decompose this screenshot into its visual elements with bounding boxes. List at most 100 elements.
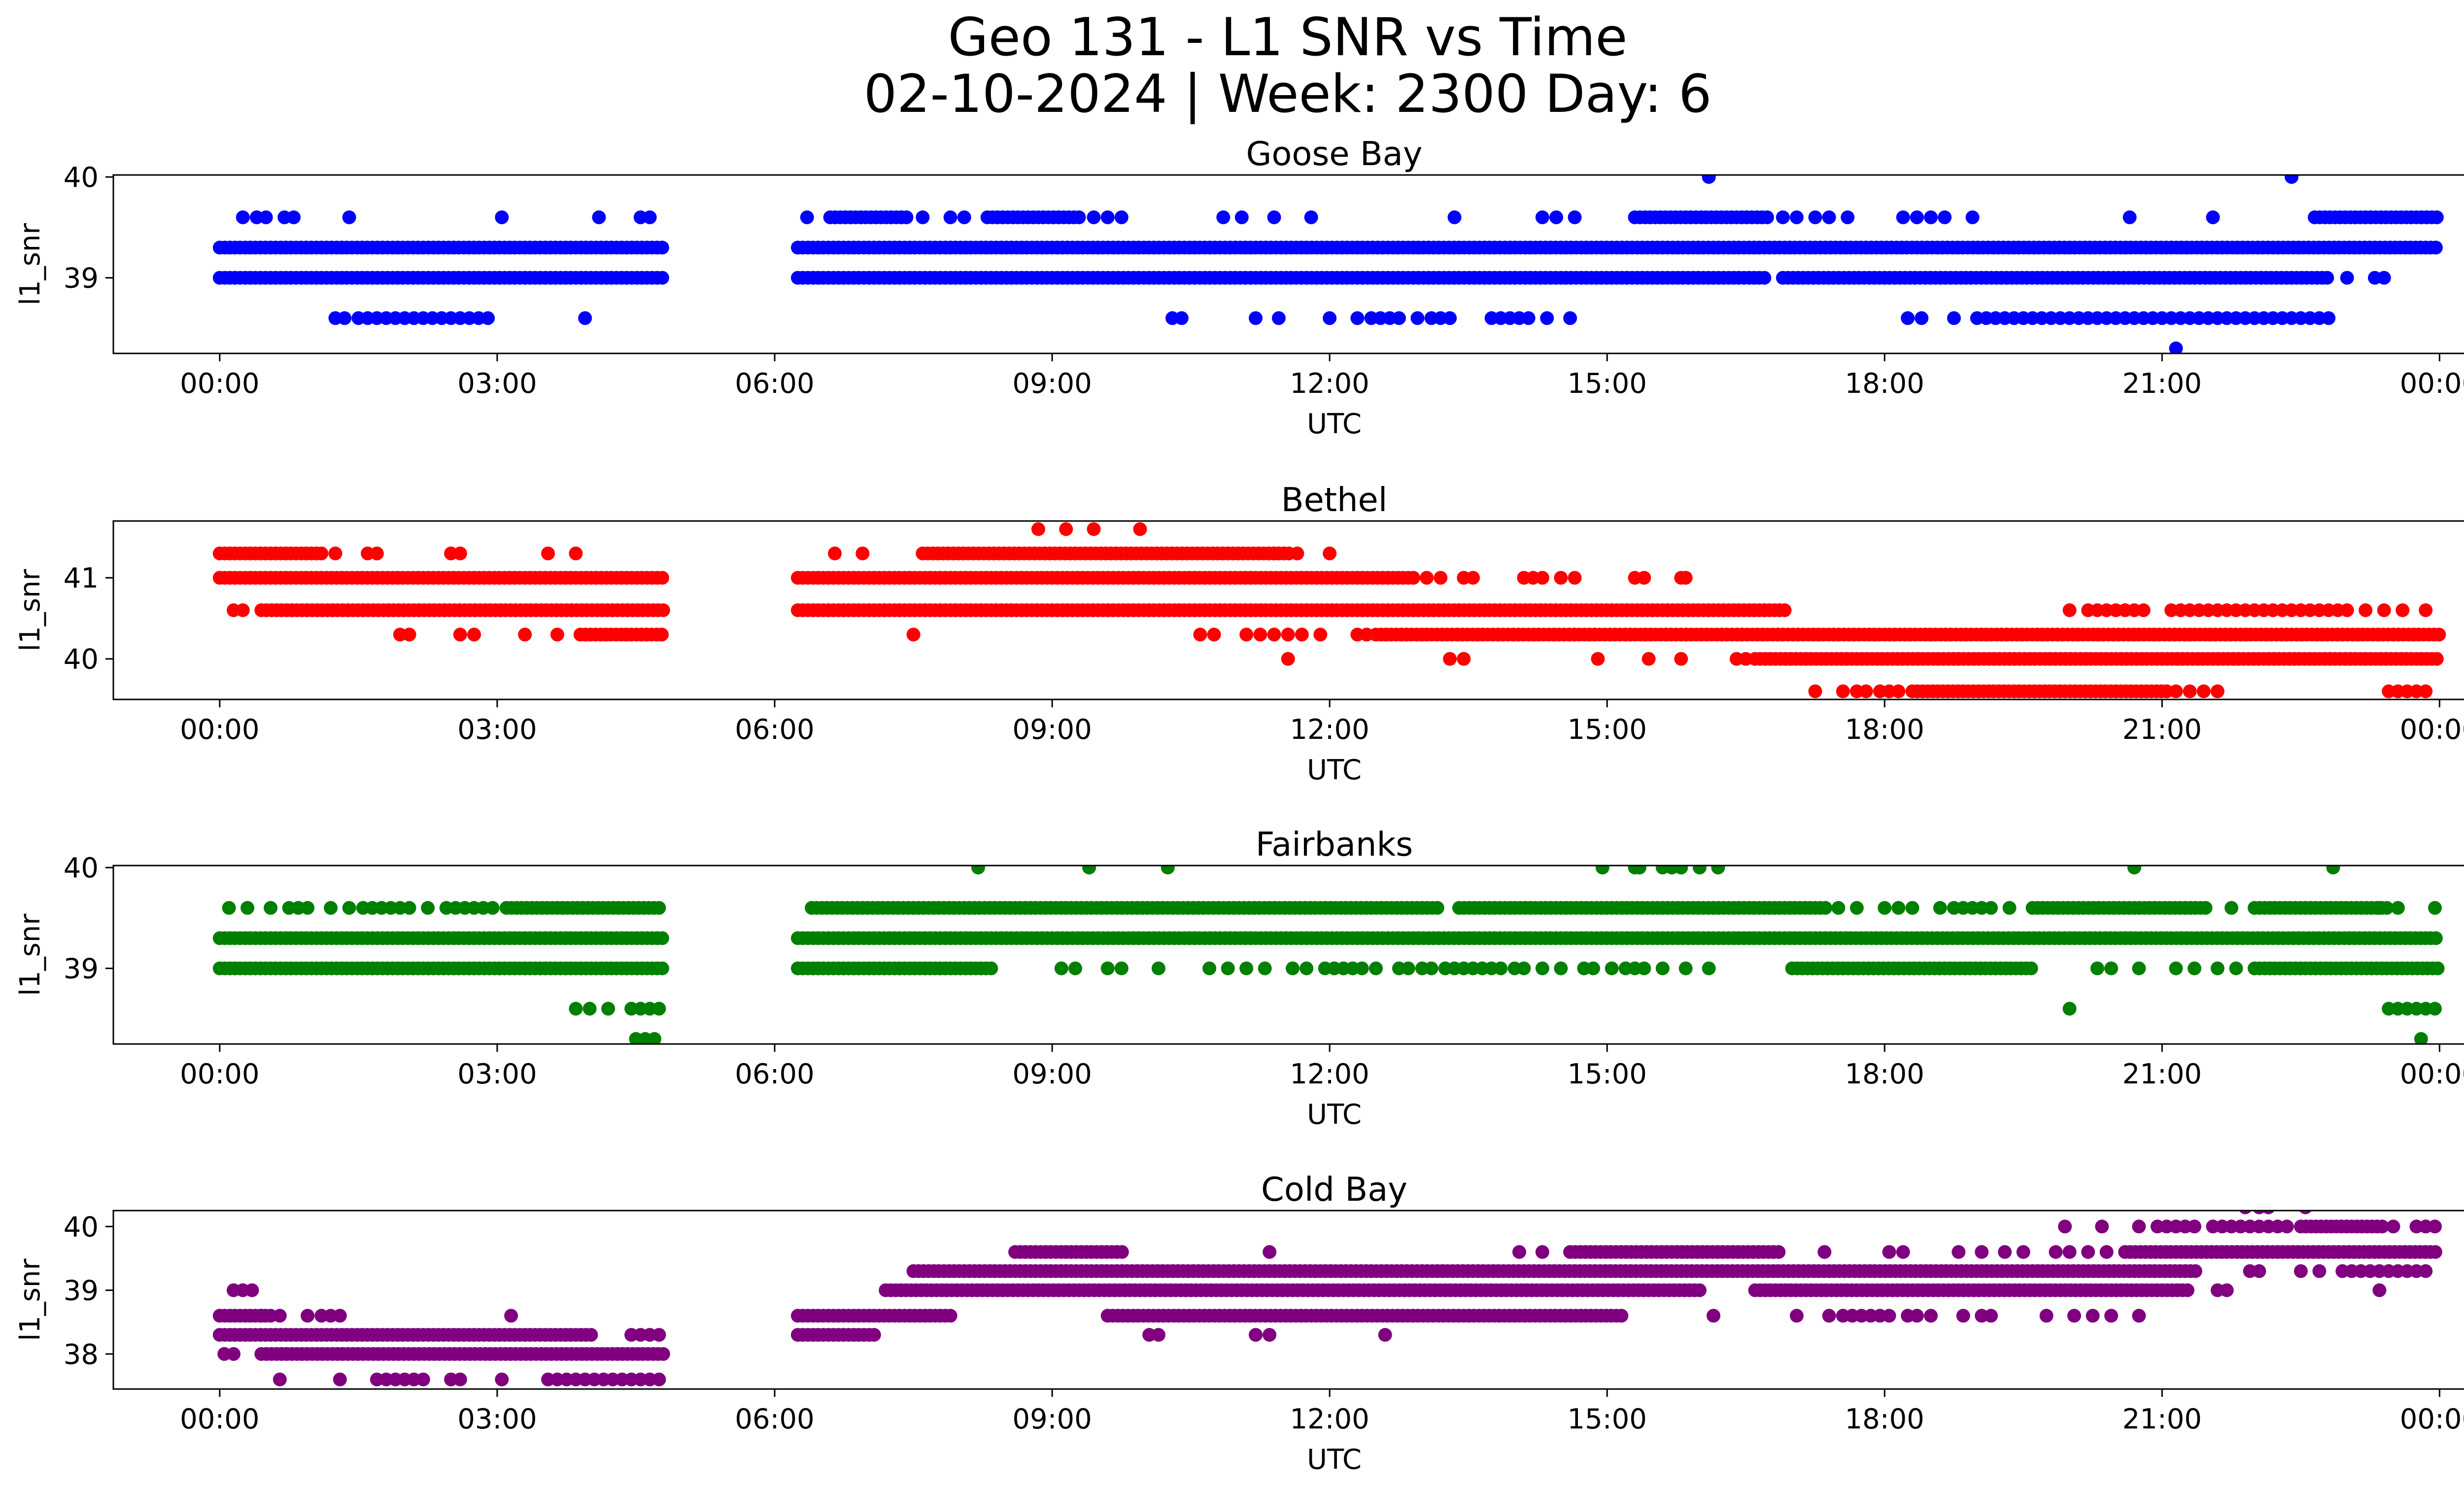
y-axis-label: l1_snr <box>14 1258 46 1341</box>
data-point <box>2239 1211 2252 1215</box>
data-point <box>324 901 338 915</box>
data-point <box>1082 866 1096 875</box>
data-point <box>1975 1245 1989 1259</box>
data-point <box>2430 652 2444 666</box>
figure-title-line2: 02-10-2024 | Week: 2300 Day: 6 <box>864 64 1712 125</box>
data-point <box>1100 210 1115 224</box>
x-tick-label: 15:00 <box>1567 1058 1646 1090</box>
y-tick-label: 39 <box>64 263 99 295</box>
y-tick-label: 40 <box>64 1211 99 1243</box>
data-point <box>2058 1219 2072 1234</box>
data-point <box>2127 866 2141 875</box>
axes-frame <box>112 174 2464 354</box>
data-point <box>648 1032 661 1044</box>
data-point <box>1447 210 1462 224</box>
data-point <box>1174 311 1189 325</box>
data-point <box>569 1002 583 1016</box>
data-point <box>1933 901 1947 915</box>
data-point <box>2386 1219 2400 1234</box>
y-tick-label: 40 <box>64 644 99 676</box>
data-point <box>656 1347 670 1361</box>
data-point <box>906 627 921 642</box>
data-point <box>1115 1245 1129 1259</box>
data-point <box>273 1309 287 1323</box>
data-point <box>467 627 481 642</box>
data-point <box>2429 931 2443 945</box>
data-point <box>1789 1309 1804 1323</box>
data-point <box>1151 961 1165 975</box>
x-tick-label: 03:00 <box>457 368 537 400</box>
data-point <box>1420 571 1434 585</box>
data-point <box>2224 901 2239 915</box>
data-point <box>301 1309 315 1323</box>
axes-frame <box>112 865 2464 1045</box>
data-point <box>1568 210 1582 224</box>
data-point <box>2229 961 2243 975</box>
data-point <box>2081 1245 2095 1259</box>
data-point <box>1655 961 1670 975</box>
x-tick-label: 18:00 <box>1845 1403 1924 1435</box>
data-point <box>1323 546 1337 560</box>
data-point <box>592 210 606 224</box>
data-point <box>1100 961 1115 975</box>
data-point <box>2104 1309 2119 1323</box>
x-tick-label: 18:00 <box>1845 714 1924 746</box>
x-tick-label: 12:00 <box>1290 1403 1369 1435</box>
data-point <box>1512 1245 1526 1259</box>
x-axis-label: UTC <box>1307 408 1362 440</box>
data-point <box>227 1347 240 1361</box>
data-point <box>453 1372 467 1387</box>
x-tick-label: 12:00 <box>1290 368 1369 400</box>
data-point <box>1281 652 1295 666</box>
y-axis-label: l1_snr <box>14 223 46 306</box>
data-point <box>1947 311 1961 325</box>
plots-group: Goose Bay 00:00 03:00 06:00 09:00 12:00 15:00 1… <box>14 135 2464 1476</box>
x-tick-label: 06:00 <box>735 1058 814 1090</box>
x-tick-label: 21:00 <box>2122 1058 2202 1090</box>
data-point <box>1323 311 1337 325</box>
data-point <box>1924 210 1938 224</box>
data-point <box>1772 1245 1786 1259</box>
figure-title-line1: Geo 131 - L1 SNR vs Time <box>948 7 1627 68</box>
data-point <box>1521 311 1536 325</box>
data-point <box>328 546 342 560</box>
x-tick-label: 12:00 <box>1290 714 1369 746</box>
x-tick-label: 09:00 <box>1012 1403 1092 1435</box>
y-axis-label: l1_snr <box>14 913 46 996</box>
data-point <box>1517 961 1531 975</box>
data-point <box>1193 627 1207 642</box>
data-point <box>1882 1309 1896 1323</box>
data-point <box>1692 866 1707 875</box>
data-point <box>867 1328 881 1342</box>
data-point <box>2428 1219 2442 1234</box>
data-point <box>1711 866 1725 875</box>
data-point <box>1072 210 1086 224</box>
y-tick-label: 40 <box>64 852 99 884</box>
data-point <box>2067 1309 2081 1323</box>
data-point <box>1896 210 1910 224</box>
data-point <box>652 1372 666 1387</box>
data-point <box>1114 961 1129 975</box>
data-point <box>2016 1245 2030 1259</box>
data-point <box>495 1372 509 1387</box>
data-point <box>1789 210 1804 224</box>
y-axis-label: l1_snr <box>14 569 46 652</box>
data-point <box>1678 961 1693 975</box>
data-point <box>1424 961 1438 975</box>
data-point <box>2430 210 2444 224</box>
data-point <box>1430 901 1444 915</box>
data-point <box>2428 901 2442 915</box>
data-point <box>402 901 416 915</box>
data-point <box>1300 961 1314 975</box>
data-point <box>481 311 495 325</box>
data-point <box>1494 961 1508 975</box>
data-point <box>1535 1245 1549 1259</box>
data-point <box>1739 652 1753 666</box>
data-point <box>1087 210 1101 224</box>
data-point <box>1632 866 1646 875</box>
subplot-cold-bay: Cold Bay 00:00 03:00 06:00 09:00 12:00 15:00 18… <box>14 1170 2464 1476</box>
data-point <box>1350 311 1365 325</box>
data-point <box>1054 961 1068 975</box>
data-point <box>2293 1264 2308 1278</box>
x-tick-label: 03:00 <box>457 714 537 746</box>
